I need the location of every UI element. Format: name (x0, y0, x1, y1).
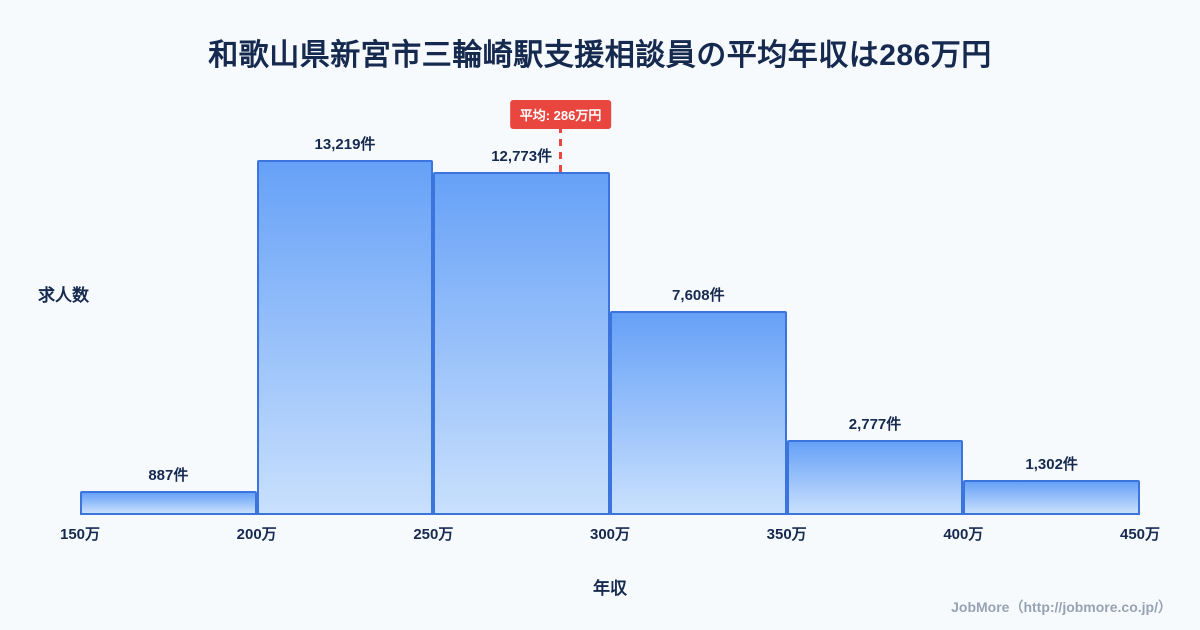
y-axis-label: 求人数 (38, 286, 89, 305)
x-tick-label: 200万 (236, 526, 277, 543)
bar-value-label: 887件 (148, 467, 189, 485)
bar-value-label: 12,773件 (491, 147, 553, 165)
histogram-bar (433, 171, 610, 515)
x-tick-label: 400万 (943, 526, 984, 543)
x-tick-label: 150万 (59, 526, 101, 543)
x-axis-label: 年収 (593, 579, 627, 598)
bar-value-label: 13,219件 (314, 136, 376, 153)
x-tick-label: 300万 (589, 526, 631, 543)
histogram-bar (256, 160, 434, 515)
x-tick-label: 450万 (1119, 526, 1161, 543)
bar-value-label: 2,777件 (848, 416, 902, 434)
histogram-bar (610, 310, 787, 515)
x-tick-label: 350万 (766, 526, 807, 543)
histogram-bar (963, 480, 1140, 515)
average-badge: 平均: 286万円 (509, 100, 612, 129)
histogram-bar (80, 491, 257, 515)
bar-value-label: 1,302件 (1025, 456, 1078, 474)
chart-title: 和歌山県新宮市三輪崎駅支援相談員の平均年収は286万円 (208, 39, 992, 72)
x-tick-label: 250万 (413, 526, 454, 543)
footer-credit: JobMore（http://jobmore.co.jp/） (951, 599, 1172, 615)
histogram-bar (786, 440, 964, 515)
bar-value-label: 7,608件 (672, 286, 725, 304)
